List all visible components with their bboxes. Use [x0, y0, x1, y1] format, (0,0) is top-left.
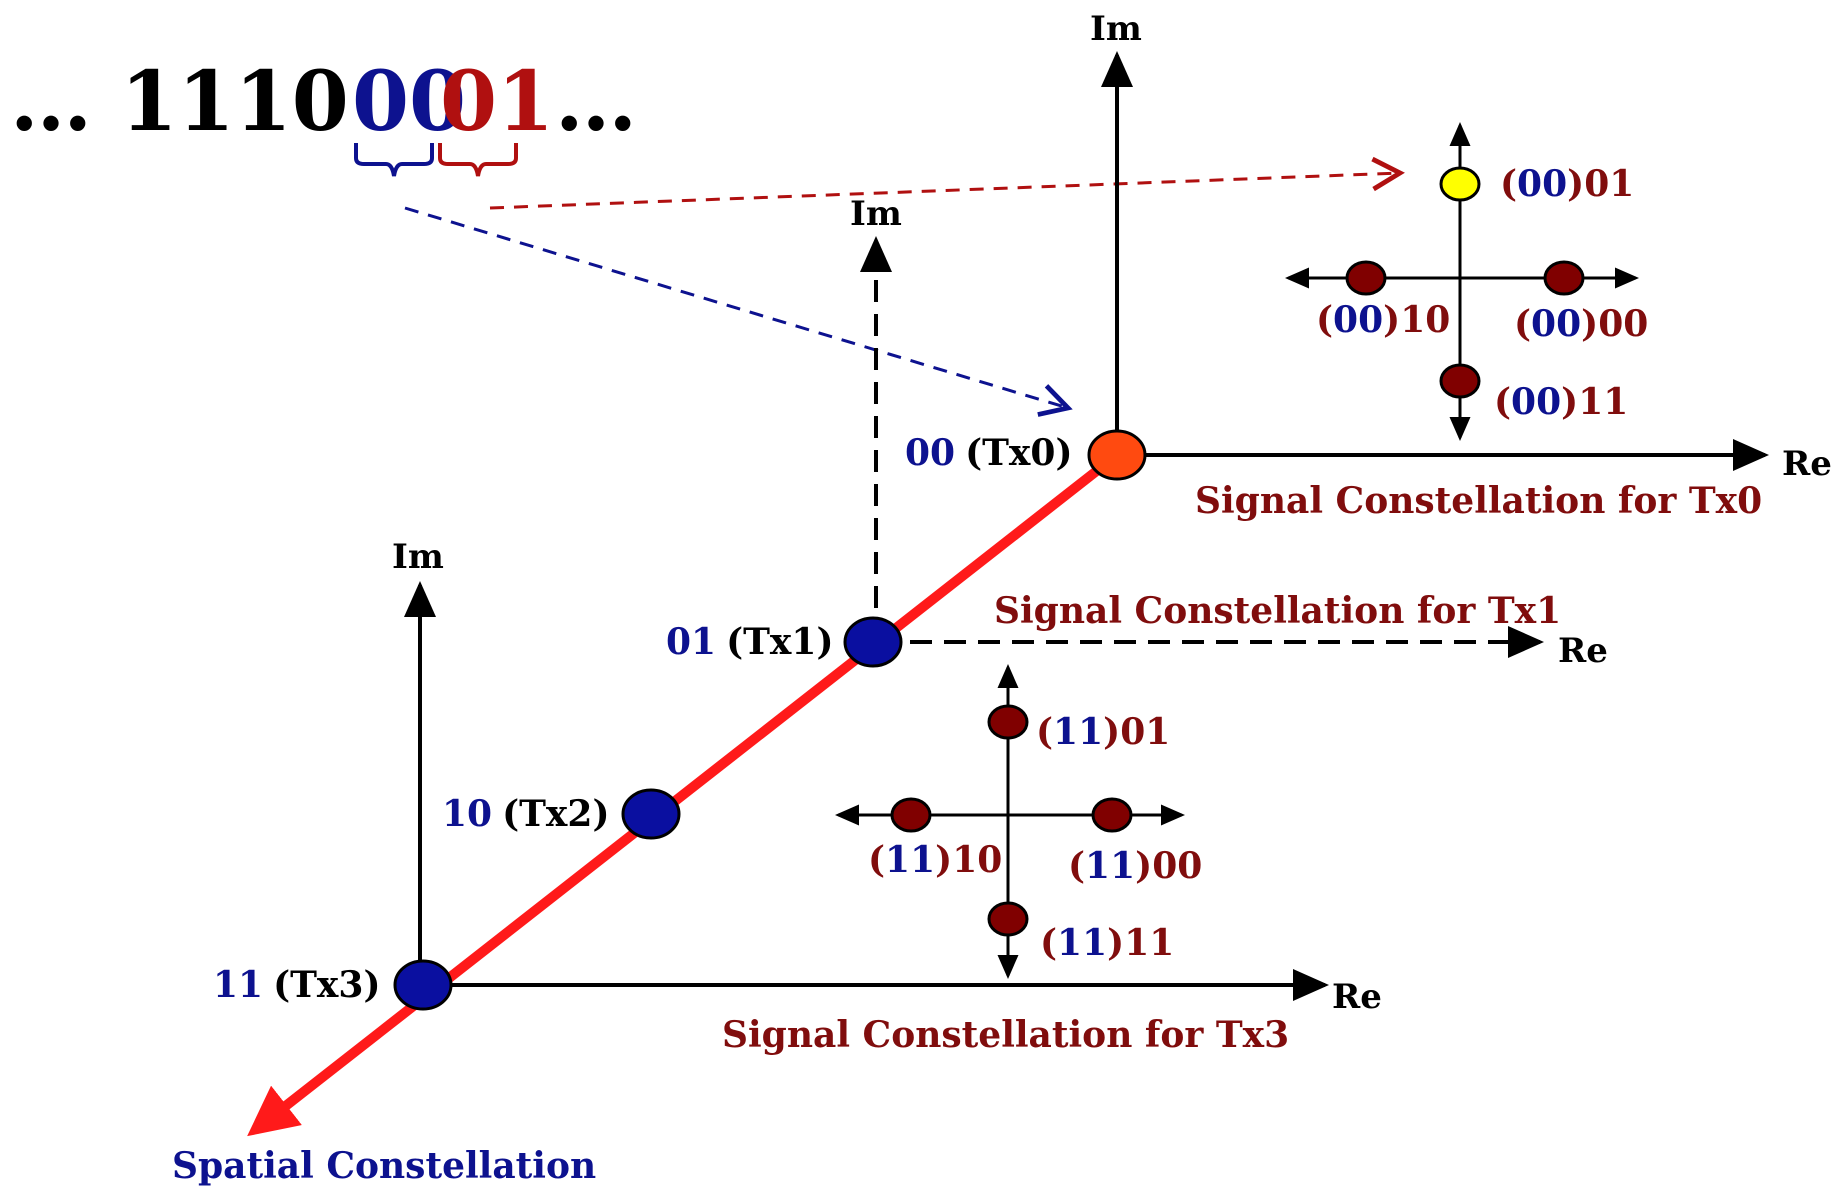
tx3-re-label: Re	[1332, 977, 1382, 1017]
tx3-symbol-10-label: (11)10	[868, 839, 1002, 881]
tx3-symbol-11	[987, 901, 1029, 937]
tx1-constellation-caption: Signal Constellation for Tx1	[994, 590, 1561, 632]
tx3-symbol-11-label: (11)11	[1040, 922, 1174, 964]
bitstream-spatial-bits: 00	[352, 54, 466, 150]
tx3-constellation-caption: Signal Constellation for Tx3	[722, 1014, 1289, 1056]
signal-bits-mapping-arrow	[489, 156, 1405, 210]
bitstream: … 1110 00 01 …	[10, 54, 637, 177]
antenna-tx1-label: 01 (Tx1)	[666, 621, 833, 663]
tx3-symbol-01	[987, 704, 1029, 740]
tx0-symbol-00	[1543, 260, 1585, 296]
bitstream-signal-bits: 01	[440, 54, 554, 150]
tx3-symbol-10	[890, 797, 932, 833]
spatial-bits-brace	[354, 143, 434, 177]
tx3-signal-constellation: (11)01 (11)10 (11)00 (11)11	[835, 664, 1202, 979]
tx3-im-label: Im	[392, 537, 444, 577]
tx0-symbol-11	[1439, 363, 1481, 399]
antenna-tx3-point	[393, 959, 453, 1011]
tx3-symbol-00	[1091, 797, 1133, 833]
antenna-tx0-point	[1087, 429, 1147, 481]
tx0-axes: Im Re	[1090, 9, 1832, 484]
spatial-constellation-line	[247, 451, 1121, 1137]
bitstream-prefix: … 1110	[10, 54, 349, 150]
signal-bits-brace	[438, 143, 518, 177]
tx0-symbol-01-label: (00)01	[1500, 163, 1634, 205]
tx3-symbol-00-label: (11)00	[1068, 845, 1202, 887]
tx1-re-label: Re	[1558, 631, 1608, 671]
tx0-re-label: Re	[1782, 444, 1832, 484]
antenna-tx2-label: 10 (Tx2)	[442, 793, 609, 835]
tx1-im-label: Im	[850, 194, 902, 234]
tx0-im-label: Im	[1090, 9, 1142, 49]
antenna-tx2-point	[621, 788, 681, 840]
antenna-tx3-label: 11 (Tx3)	[213, 964, 380, 1006]
antenna-points	[393, 429, 1147, 1011]
tx0-symbol-10	[1345, 260, 1387, 296]
tx3-symbol-01-label: (11)01	[1036, 711, 1170, 753]
spatial-constellation-caption: Spatial Constellation	[172, 1145, 596, 1187]
tx0-signal-constellation: (00)01 (00)10 (00)00 (00)11	[1285, 122, 1648, 441]
tx0-symbol-00-label: (00)00	[1514, 303, 1648, 345]
bitstream-suffix: …	[555, 54, 637, 150]
tx0-symbol-01	[1439, 166, 1481, 202]
tx0-symbol-11-label: (00)11	[1494, 381, 1628, 423]
tx3-axes: Im Re	[392, 537, 1382, 1017]
tx0-symbol-10-label: (00)10	[1316, 299, 1450, 341]
antenna-tx1-point	[843, 616, 903, 668]
antenna-tx0-label: 00 (Tx0)	[905, 432, 1072, 474]
tx0-constellation-caption: Signal Constellation for Tx0	[1195, 480, 1762, 522]
spatial-bits-mapping-arrow	[404, 206, 1073, 417]
tx1-axes: Im Re	[850, 194, 1608, 671]
